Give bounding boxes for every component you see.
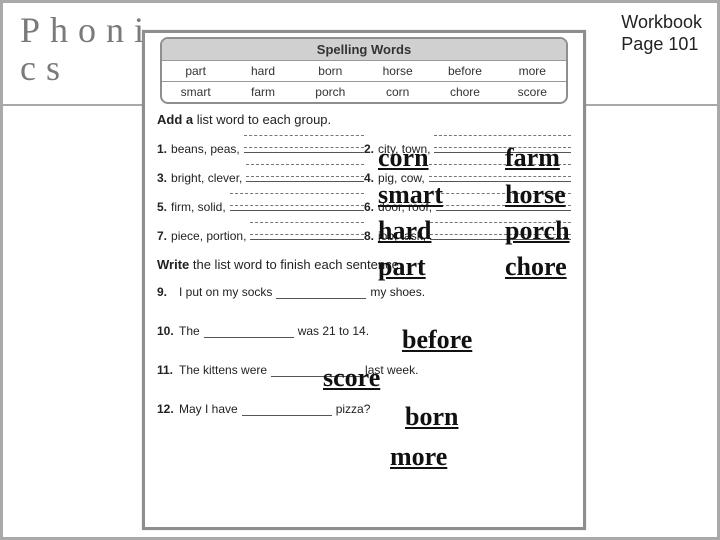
group-num: 7. [157,229,167,243]
sentence-num: 11. [157,363,175,377]
spelling-cell: born [297,61,364,82]
sentence-item: 9. I put on my socks my shoes. [157,282,571,299]
spelling-cell: farm [229,82,296,103]
group-prompt: job, task, [378,229,426,243]
spelling-words-header: Spelling Words [162,39,566,60]
group-blank [434,129,571,153]
group-num: 8. [364,229,374,243]
page-title: Phonics [20,12,160,88]
group-prompt: door, roof, [378,200,432,214]
page-reference-label: Workbook [621,12,702,34]
group-item: 5. firm, solid, [157,187,364,214]
group-num: 6. [364,200,374,214]
group-blank [246,158,364,182]
sentence-pre: The [179,324,200,338]
group-prompt: bright, clever, [171,171,242,185]
spelling-words-table: part hard born horse before more smart f… [162,60,566,102]
sentence-blank [242,402,332,416]
sentence-post: my shoes. [370,285,425,299]
spelling-cell: more [499,61,566,82]
sentence-item: 12. May I have pizza? [157,399,571,416]
spelling-cell: part [162,61,229,82]
page-reference: Workbook Page 101 [621,12,702,55]
group-blank [430,216,571,240]
section2-instruction-rest: the list word to finish each sentence. [189,257,402,272]
group-item: 4. pig, cow, [364,158,571,185]
sentence-post: pizza? [336,402,371,416]
sentence-blank [276,285,366,299]
spelling-words-box: Spelling Words part hard born horse befo… [160,37,568,104]
spelling-cell: corn [364,82,431,103]
sentence-post: was 21 to 14. [298,324,369,338]
sentence-pre: I put on my socks [179,285,272,299]
group-prompt: firm, solid, [171,200,226,214]
sentence-post: last week. [365,363,418,377]
group-item: 2. city, town, [364,129,571,156]
spelling-cell: chore [431,82,498,103]
group-num: 2. [364,142,374,156]
group-blank [436,187,571,211]
sentence-item: 10. The was 21 to 14. [157,321,571,338]
group-item: 7. piece, portion, [157,216,364,243]
group-prompt: beans, peas, [171,142,240,156]
section1-instruction-rest: list word to each group. [193,112,331,127]
page-reference-page: Page 101 [621,34,702,56]
sentence-list: 9. I put on my socks my shoes. 10. The w… [157,282,571,416]
section1-instruction: Add a list word to each group. [157,112,583,127]
sentence-pre: The kittens were [179,363,267,377]
spelling-cell: smart [162,82,229,103]
group-num: 1. [157,142,167,156]
spelling-cell: horse [364,61,431,82]
section1-instruction-bold: Add a [157,112,193,127]
spelling-cell: porch [297,82,364,103]
group-prompt: piece, portion, [171,229,246,243]
sentence-num: 9. [157,285,175,299]
page-title-text: Phonics [20,10,154,88]
sentence-item: 11. The kittens were last week. [157,360,571,377]
group-num: 3. [157,171,167,185]
sentence-blank [204,324,294,338]
spelling-row: smart farm porch corn chore score [162,82,566,103]
spelling-cell: score [499,82,566,103]
group-grid: 1. beans, peas, 2. city, town, 3. bright, c… [157,129,571,243]
group-num: 4. [364,171,374,185]
group-blank [244,129,364,153]
sentence-num: 10. [157,324,175,338]
sentence-num: 12. [157,402,175,416]
spelling-row: part hard born horse before more [162,61,566,82]
group-blank [429,158,571,182]
worksheet: Spelling Words part hard born horse befo… [142,30,586,530]
spelling-cell: hard [229,61,296,82]
spelling-cell: before [431,61,498,82]
group-blank [230,187,364,211]
group-num: 5. [157,200,167,214]
group-blank [250,216,364,240]
sentence-blank [271,363,361,377]
section2-instruction: Write the list word to finish each sente… [157,257,583,272]
group-item: 6. door, roof, [364,187,571,214]
sentence-pre: May I have [179,402,238,416]
group-item: 8. job, task, [364,216,571,243]
group-item: 3. bright, clever, [157,158,364,185]
group-item: 1. beans, peas, [157,129,364,156]
group-prompt: city, town, [378,142,430,156]
group-prompt: pig, cow, [378,171,425,185]
section2-instruction-bold: Write [157,257,189,272]
